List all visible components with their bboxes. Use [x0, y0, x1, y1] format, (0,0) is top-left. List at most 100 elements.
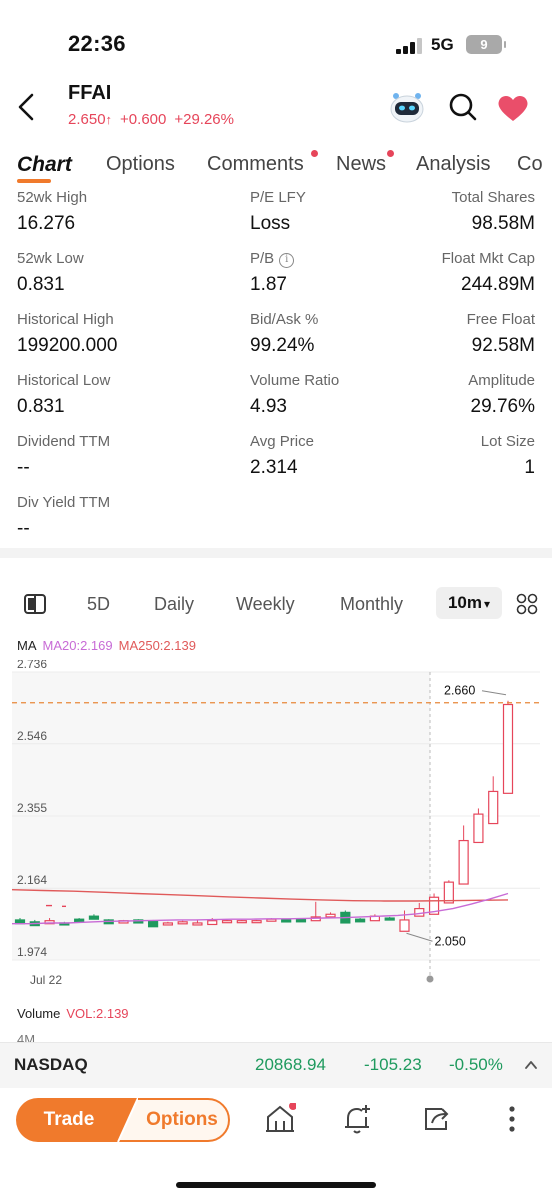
candle-body	[428, 896, 440, 915]
robot-assistant-icon[interactable]	[388, 90, 426, 124]
stat-label: Volume Ratio	[250, 372, 340, 389]
period-10m-dropdown[interactable]: 10m ▾	[436, 587, 502, 619]
more-vertical-icon[interactable]	[496, 1103, 528, 1135]
y-tick-label: 2.164	[17, 873, 47, 887]
price-change-pct: +29.26%	[174, 111, 234, 128]
volume-legend: Volume VOL:2.139	[17, 1006, 129, 1021]
grid-layout-icon[interactable]	[516, 593, 538, 615]
low-price-label: 2.050	[434, 934, 465, 948]
chevron-up-icon[interactable]	[524, 1058, 538, 1072]
candle-body	[488, 790, 499, 825]
favorite-heart-icon[interactable]	[497, 94, 529, 122]
news-notification-dot	[387, 150, 394, 157]
candle-body	[399, 919, 410, 932]
index-ticker-bar[interactable]: NASDAQ 20868.94 -105.23 -0.50%	[0, 1042, 552, 1088]
cellular-signal-icon	[396, 36, 426, 54]
home-indicator	[176, 1182, 376, 1188]
stat-value: 2.314	[250, 457, 298, 478]
low-label-leader	[406, 932, 433, 942]
y-tick-label: 2.736	[17, 660, 47, 671]
tab-chart[interactable]: Chart	[17, 153, 72, 176]
stat-label: P/B i	[250, 250, 295, 268]
stat-label: Float Mkt Cap	[441, 250, 535, 267]
crosshair-marker	[426, 975, 434, 983]
price-change: +0.600	[120, 111, 167, 128]
ma20-line	[12, 892, 509, 925]
stat-label: Free Float	[466, 311, 535, 328]
candle-body	[384, 917, 395, 921]
stat-label: P/E LFY	[250, 189, 306, 206]
ma250-line	[11, 889, 509, 902]
stat-value: 99.24%	[250, 335, 315, 356]
detail-tabs: Chart Options Comments News Analysis Co	[0, 148, 552, 184]
bell-add-icon[interactable]	[342, 1103, 374, 1135]
search-icon[interactable]	[448, 92, 478, 122]
ma-legend[interactable]: MA MA20:2.169 MA250:2.139	[17, 638, 202, 653]
stat-label: 52wk Low	[17, 250, 84, 267]
candle-body	[162, 922, 173, 926]
ticker-symbol: FFAI	[68, 82, 112, 104]
volume-label: Volume	[17, 1006, 61, 1021]
period-weekly[interactable]: Weekly	[236, 594, 295, 614]
ma20-value: MA20:2.169	[42, 638, 113, 653]
tab-analysis[interactable]: Analysis	[416, 153, 491, 175]
house-icon[interactable]	[264, 1103, 296, 1135]
stat-label: Lot Size	[480, 433, 535, 450]
stat-value: 1	[524, 457, 535, 478]
tab-news[interactable]: News	[336, 153, 387, 175]
candle-body	[295, 918, 307, 923]
candle-body	[458, 839, 469, 885]
index-change: -105.23	[364, 1055, 422, 1074]
stat-label: Dividend TTM	[17, 433, 111, 450]
section-divider	[0, 548, 552, 558]
stat-value: 29.76%	[470, 396, 535, 417]
info-icon[interactable]: i	[279, 253, 295, 268]
index-value: 20868.94	[255, 1055, 326, 1074]
tab-comments[interactable]: Comments	[207, 153, 304, 175]
period-daily[interactable]: Daily	[154, 594, 195, 614]
y-tick-label: 2.355	[17, 801, 47, 815]
candle-body	[355, 918, 366, 923]
ma-label: MA	[17, 638, 37, 653]
tab-company[interactable]: Co	[517, 153, 543, 175]
stat-value: 199200.000	[17, 335, 118, 356]
stat-label: Bid/Ask %	[250, 311, 319, 328]
stat-label: Avg Price	[250, 433, 314, 450]
price-quote: 2.650↑ +0.600 +29.26%	[68, 111, 242, 128]
candle-body	[325, 913, 336, 918]
active-tab-underline	[17, 179, 51, 183]
stat-label: Total Shares	[451, 189, 535, 206]
stat-value: 1.87	[250, 274, 287, 295]
sidebar-toggle-icon[interactable]	[24, 594, 46, 614]
candle-body	[414, 907, 425, 917]
candle-body	[74, 918, 85, 923]
stat-value: 92.58M	[471, 335, 535, 356]
y-tick-label: 1.974	[17, 945, 47, 959]
price-chart[interactable]: 2.736 2.546 2.355 2.164 1.974 Jul 22 2.660 2.05…	[0, 660, 552, 990]
high-price-label: 2.660	[444, 684, 475, 698]
candle-body	[44, 920, 55, 925]
share-icon[interactable]	[420, 1103, 452, 1135]
candle-body	[221, 920, 233, 924]
stat-label: 52wk High	[17, 189, 88, 206]
period-selector: 5D Daily Weekly Monthly 10m ▾	[0, 584, 552, 624]
button-divider	[112, 1098, 138, 1142]
stat-value: 98.58M	[471, 213, 535, 234]
comments-notification-dot	[311, 150, 318, 157]
stat-label: Historical Low	[17, 372, 111, 389]
back-icon[interactable]	[14, 92, 40, 122]
period-5d[interactable]: 5D	[87, 594, 111, 614]
status-bar: 22:36 5G 9	[0, 0, 552, 70]
chevron-down-icon: ▾	[484, 597, 491, 611]
period-monthly[interactable]: Monthly	[340, 594, 404, 614]
index-name: NASDAQ	[14, 1055, 88, 1074]
candle-body	[236, 920, 247, 924]
stat-value: 244.89M	[461, 274, 535, 295]
stat-value: 0.831	[17, 396, 65, 417]
stat-value: 4.93	[250, 396, 287, 417]
tab-options[interactable]: Options	[106, 153, 175, 175]
bottom-action-bar: Trade Options	[0, 1088, 552, 1200]
candle-body	[147, 920, 159, 928]
battery-icon: 9	[466, 35, 506, 54]
candle-body	[88, 915, 100, 920]
